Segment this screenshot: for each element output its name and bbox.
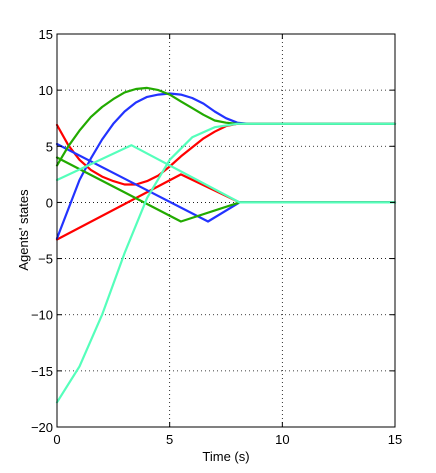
y-tick-label: −10 <box>31 308 53 323</box>
x-tick-label: 10 <box>275 432 289 447</box>
y-tick-label: −5 <box>38 252 53 267</box>
plot-frame <box>56 33 396 428</box>
y-tick-label: 15 <box>39 27 53 42</box>
y-tick-label: −15 <box>31 364 53 379</box>
x-tick-label: 0 <box>53 432 60 447</box>
x-axis-label: Time (s) <box>202 449 249 464</box>
x-tick-label: 15 <box>388 432 402 447</box>
y-tick-label: 10 <box>39 83 53 98</box>
axis-ticks: 0 5 10 15 −20 −15 −10 −5 0 5 10 15 <box>31 27 402 447</box>
y-axis-label: Agents' states <box>16 189 31 271</box>
y-tick-label: −20 <box>31 420 53 435</box>
series-lines <box>55 86 397 404</box>
grid-lines <box>57 34 395 427</box>
series-line-5 <box>55 86 397 167</box>
y-tick-label: 0 <box>46 195 53 210</box>
series-line-7 <box>55 122 397 404</box>
series-line-8 <box>55 144 397 204</box>
x-tick-label: 5 <box>166 432 173 447</box>
y-tick-label: 5 <box>46 139 53 154</box>
